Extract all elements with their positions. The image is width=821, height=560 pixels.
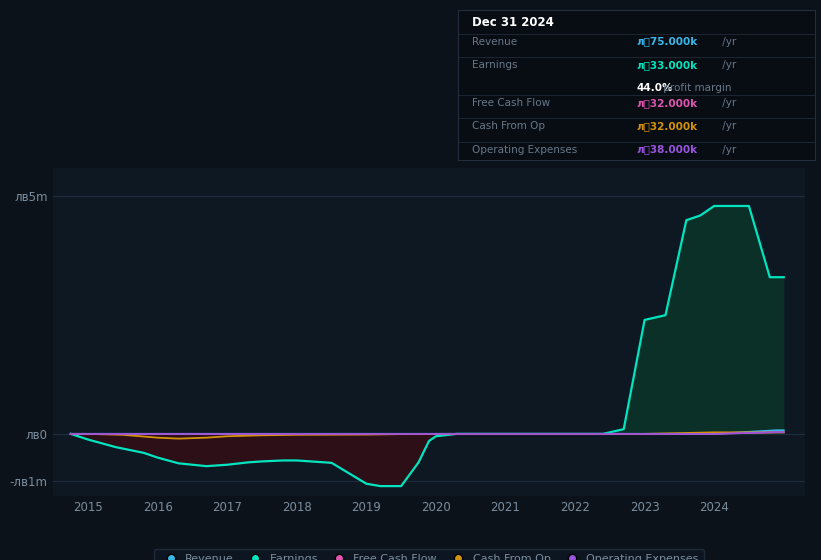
Legend: Revenue, Earnings, Free Cash Flow, Cash From Op, Operating Expenses: Revenue, Earnings, Free Cash Flow, Cash … — [154, 549, 704, 560]
Text: Cash From Op: Cash From Op — [472, 122, 545, 132]
Text: Dec 31 2024: Dec 31 2024 — [472, 16, 554, 29]
Text: л䌠32.000k: л䌠32.000k — [637, 98, 698, 108]
Text: л䌠75.000k: л䌠75.000k — [637, 36, 698, 46]
Text: Revenue: Revenue — [472, 36, 517, 46]
Text: /yr: /yr — [719, 144, 736, 155]
Text: л䌠33.000k: л䌠33.000k — [637, 60, 698, 70]
Text: л䌠38.000k: л䌠38.000k — [637, 144, 698, 155]
Text: Operating Expenses: Operating Expenses — [472, 144, 578, 155]
Text: Earnings: Earnings — [472, 60, 518, 70]
Text: /yr: /yr — [719, 60, 736, 70]
Text: profit margin: profit margin — [660, 83, 732, 93]
Text: /yr: /yr — [719, 122, 736, 132]
Text: л䌠32.000k: л䌠32.000k — [637, 122, 698, 132]
Text: /yr: /yr — [719, 36, 736, 46]
Text: /yr: /yr — [719, 98, 736, 108]
Text: 44.0%: 44.0% — [637, 83, 673, 93]
Text: Free Cash Flow: Free Cash Flow — [472, 98, 551, 108]
